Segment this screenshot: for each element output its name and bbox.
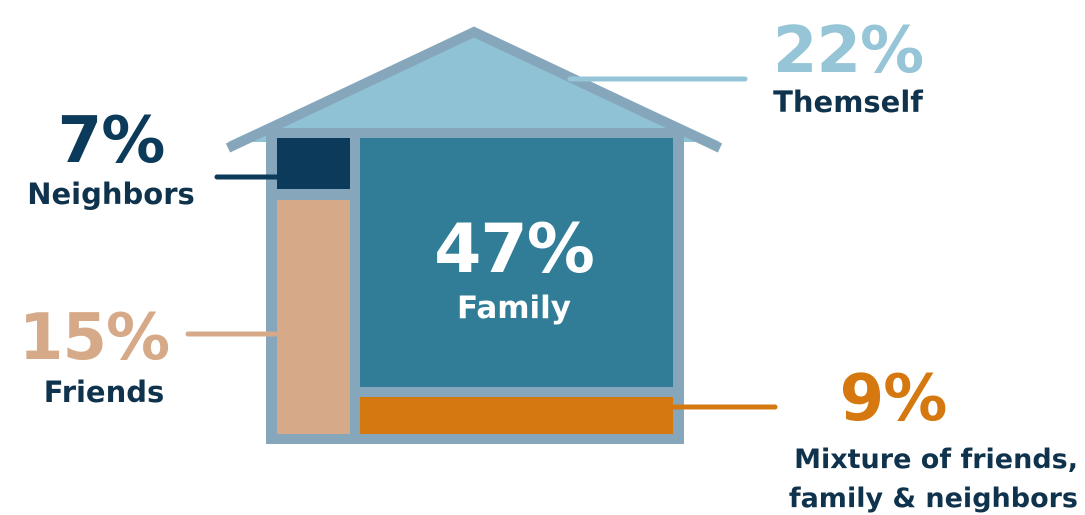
label-mixture-line-1: Mixture of friends, [794,444,1078,475]
label-friends: Friends [44,375,165,409]
roof-edge [225,26,723,153]
percent-themself: 22% [773,14,923,88]
percent-mixture: 9% [840,362,947,436]
roof-attic-themself [228,28,720,142]
room-family [360,138,673,387]
room-neighbors [277,138,350,189]
room-friends [277,200,350,434]
label-themself: Themself [773,85,923,119]
percent-neighbors: 7% [58,104,165,178]
label-mixture-line-2: family & neighbors [789,483,1078,514]
room-mixture [360,397,673,434]
label-neighbors: Neighbors [27,177,195,211]
label-family: Family [457,290,571,326]
percent-friends: 15% [19,301,169,375]
percent-family: 47% [434,210,594,289]
